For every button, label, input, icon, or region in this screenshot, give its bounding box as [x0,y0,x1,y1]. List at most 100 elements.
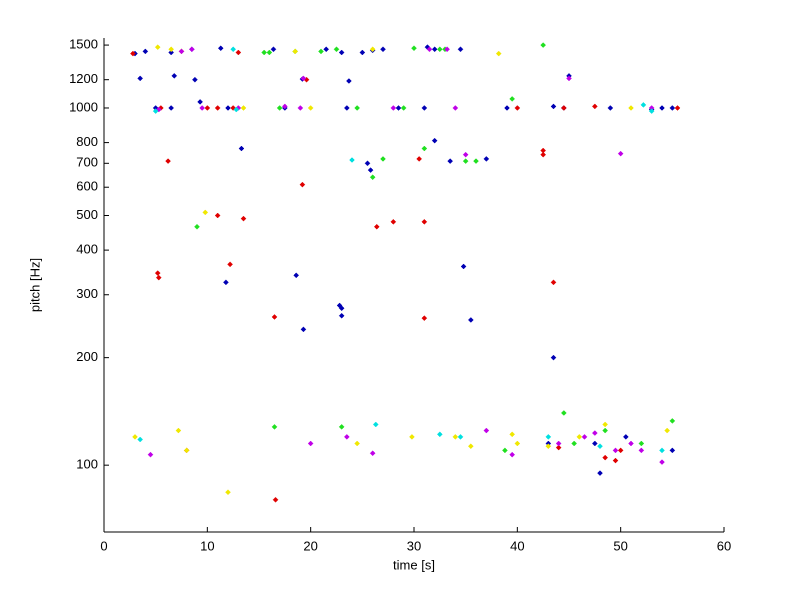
point [659,459,665,465]
point [431,46,438,53]
point [622,434,629,440]
point [137,436,144,443]
point [369,46,376,53]
point [217,45,224,52]
point [223,279,229,286]
point [293,272,300,279]
point [307,105,314,111]
point [566,75,572,82]
point [300,75,307,82]
point [669,447,676,454]
point [421,105,428,111]
point [240,215,247,222]
point [372,421,379,428]
x-axis-label: time [s] [393,557,435,572]
point [514,440,521,447]
point [674,105,681,111]
point [509,451,516,458]
point [168,49,175,56]
point [591,430,598,436]
point [168,46,175,53]
point [467,317,474,323]
point [188,46,195,53]
point [462,158,469,164]
point [333,46,340,53]
point [266,49,273,56]
point [183,447,190,454]
y-tick-label: 100 [76,457,98,472]
x-tick-label: 0 [100,538,107,553]
point [640,102,647,108]
point [602,427,609,434]
point [452,434,459,440]
point [400,105,407,111]
y-tick-label: 1200 [69,71,98,86]
point [597,443,603,450]
point [669,105,676,111]
point [272,496,279,503]
point [338,305,345,312]
point [457,46,464,53]
point [504,105,510,111]
point [261,49,268,56]
point [421,145,428,152]
point [130,50,136,57]
point [230,46,237,53]
point [659,105,665,111]
point [447,158,454,164]
point [225,105,231,111]
point [225,489,231,496]
point [473,158,479,164]
point [165,158,171,164]
point [436,431,443,438]
point [457,434,464,440]
point [154,44,161,51]
x-tick-label: 20 [303,538,317,553]
x-tick-label: 50 [613,538,627,553]
point [373,223,380,230]
point [354,105,361,111]
point [178,48,185,55]
point [364,160,371,167]
point [270,46,277,53]
point [346,78,352,84]
point [436,46,443,53]
point [292,48,299,55]
point [281,103,288,110]
y-tick-label: 800 [76,134,98,149]
point [411,45,417,52]
point [214,212,221,219]
point [142,48,149,55]
point [233,106,240,113]
point [409,434,415,440]
point [426,46,433,53]
point [612,457,619,464]
point [343,434,350,440]
point [175,427,182,434]
point [318,48,324,55]
point [612,447,619,454]
point [467,443,474,450]
point [199,105,206,111]
point [431,137,438,144]
point [369,174,376,181]
point [638,440,645,447]
y-tick-label: 700 [76,155,98,170]
point [545,434,552,440]
point [204,105,211,111]
point [617,150,624,157]
point [395,105,402,111]
point [591,440,598,447]
point [240,105,247,111]
point [602,421,609,428]
point [137,75,144,82]
point [483,156,490,162]
point [560,105,567,111]
point [338,49,345,56]
point [550,103,557,110]
x-tick-label: 40 [510,538,524,553]
point [338,424,345,430]
point [338,312,345,319]
point [462,151,469,158]
